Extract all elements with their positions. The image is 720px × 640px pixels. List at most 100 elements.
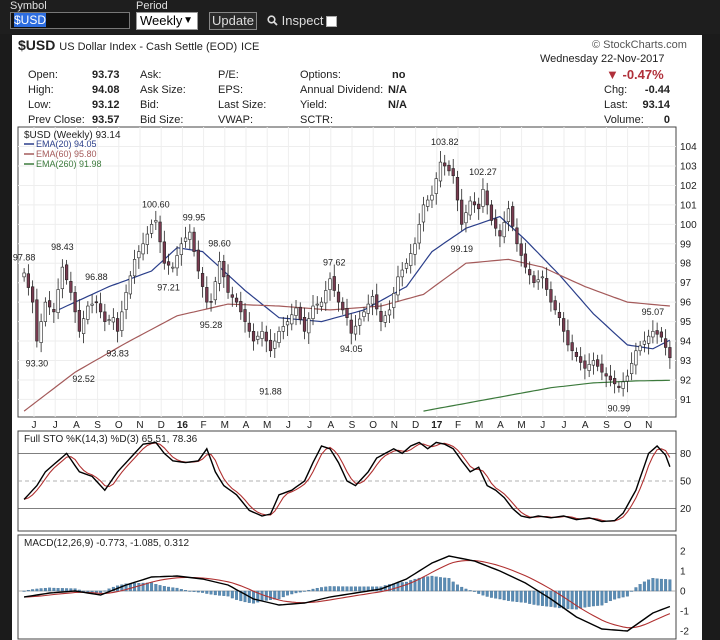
candle-body [149, 224, 154, 234]
price-annotation: 93.83 [106, 348, 129, 358]
inspect-toggle[interactable]: Inspect [267, 13, 337, 28]
candle-body [273, 340, 277, 349]
candle-body [383, 315, 387, 323]
last-label: Last: [604, 99, 628, 111]
macd-histogram-bar [137, 582, 141, 592]
candle-body [621, 381, 625, 389]
ask-size-label: Ask Size: [140, 84, 186, 96]
price-annotation: 99.19 [450, 244, 473, 254]
candle-body [438, 161, 443, 182]
x-tick-label: D [158, 420, 165, 431]
yield-label: Yield: [300, 99, 328, 111]
candle-body [579, 356, 583, 363]
candle-body [404, 262, 409, 269]
candle-body [353, 325, 358, 335]
macd-histogram-bar [222, 590, 226, 596]
candle-body [141, 243, 145, 255]
macd-histogram-bar [315, 587, 319, 592]
macd-histogram-bar [43, 587, 47, 592]
candle-body [489, 204, 494, 221]
macd-histogram-bar [213, 590, 217, 596]
candle-body [107, 319, 111, 321]
inspect-checkbox[interactable] [325, 16, 337, 28]
x-tick-label: J [32, 420, 37, 431]
macd-y-tick-label: 2 [680, 547, 686, 558]
macd-histogram-bar [60, 588, 64, 592]
macd-histogram-bar [290, 590, 294, 595]
macd-histogram-bar [260, 590, 264, 602]
chevron-down-icon: ▼ [183, 15, 193, 26]
price-annotation: 97.21 [157, 283, 180, 293]
candle-body [324, 290, 328, 304]
x-tick-label: A [582, 420, 589, 431]
candle-body [115, 318, 120, 332]
price-annotation: 100.60 [142, 200, 170, 210]
candle-body [285, 321, 290, 326]
macd-histogram-bar [485, 590, 489, 597]
macd-histogram-bar [481, 590, 485, 596]
price-y-tick-label: 100 [680, 220, 697, 231]
macd-histogram-bar [591, 590, 595, 607]
macd-histogram-bar [405, 581, 408, 592]
candle-body [587, 364, 591, 371]
macd-histogram-bar [409, 580, 413, 592]
candle-body [302, 317, 307, 332]
candle-body [455, 176, 460, 201]
candle-body [175, 255, 179, 269]
macd-histogram-bar [651, 578, 655, 592]
price-y-tick-label: 95 [680, 317, 692, 328]
price-annotation: 95.07 [642, 307, 665, 317]
macd-histogram-bar [664, 579, 668, 592]
price-y-tick-label: 103 [680, 162, 697, 173]
candle-body [481, 189, 485, 207]
macd-histogram-bar [532, 590, 536, 605]
price-y-tick-label: 96 [680, 298, 692, 309]
candle-body [77, 310, 81, 332]
candle-body [332, 276, 336, 291]
macd-histogram-bar [184, 590, 188, 592]
macd-histogram-bar [574, 590, 578, 610]
price-y-tick-label: 104 [680, 142, 697, 153]
macd-histogram-bar [600, 590, 604, 606]
macd-histogram-bar [82, 590, 86, 592]
candle-body [472, 201, 477, 206]
sto-legend: Full STO %K(14,3) %D(3) 65.51, 78.36 [24, 434, 198, 445]
x-tick-label: J [53, 420, 58, 431]
candle-body [528, 269, 532, 276]
candle-body [294, 307, 298, 316]
macd-histogram-bar [455, 584, 459, 592]
macd-histogram-bar [328, 586, 332, 592]
search-icon [267, 15, 278, 26]
period-select[interactable]: Weekly ▼ [136, 12, 198, 30]
macd-histogram-bar [613, 590, 617, 600]
price-y-tick-label: 92 [680, 375, 692, 386]
x-tick-label: D [412, 420, 419, 431]
update-button[interactable]: Update [209, 12, 257, 30]
macd-histogram-bar [332, 586, 336, 592]
macd-histogram-bar [519, 590, 523, 603]
candle-body [400, 269, 404, 278]
macd-histogram-bar [468, 590, 472, 592]
macd-histogram-bar [494, 590, 498, 599]
macd-histogram-bar [320, 587, 323, 592]
candle-body [52, 309, 56, 313]
macd-histogram-bar [604, 590, 608, 603]
macd-histogram-bar [226, 590, 230, 597]
macd-histogram-bar [430, 575, 434, 592]
prev-close-label: Prev Close: [28, 114, 85, 126]
candle-body [73, 292, 77, 313]
candle-body [434, 178, 438, 194]
price-annotation: 94.05 [340, 344, 363, 354]
macd-histogram-bar [235, 590, 239, 600]
options-value: no [392, 69, 406, 81]
macd-histogram-bar [56, 588, 60, 592]
macd-histogram-bar [175, 587, 179, 592]
x-tick-label: M [517, 420, 525, 431]
macd-histogram-bar [638, 584, 642, 592]
macd-histogram-bar [150, 582, 154, 592]
symbol-input[interactable]: $USD [10, 12, 130, 29]
candle-body [200, 273, 205, 287]
candle-body [31, 286, 35, 303]
macd-histogram-bar [502, 590, 506, 601]
candle-body [523, 253, 528, 268]
